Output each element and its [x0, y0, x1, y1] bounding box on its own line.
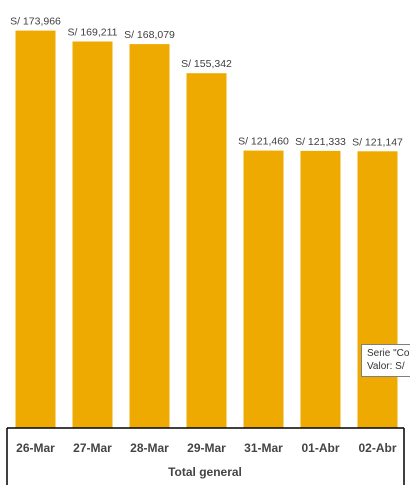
tick-label-29-mar: 29-Mar — [187, 441, 226, 455]
tooltip-series-line: Serie "Co — [367, 347, 410, 360]
data-label-28-mar: S/ 168,079 — [124, 29, 175, 41]
data-label-26-mar: S/ 173,966 — [10, 16, 61, 28]
data-label-01-abr: S/ 121,333 — [295, 136, 346, 148]
data-label-29-mar: S/ 155,342 — [181, 58, 232, 70]
tick-label-01-abr: 01-Abr — [301, 441, 339, 455]
bar-28-mar[interactable] — [130, 44, 170, 428]
bar-01-abr[interactable] — [301, 151, 341, 428]
bar-02-abr[interactable] — [358, 151, 398, 428]
tooltip-value-line: Valor: S/ — [367, 360, 410, 373]
bar-27-mar[interactable] — [73, 42, 113, 429]
data-label-02-abr: S/ 121,147 — [352, 136, 403, 148]
bar-29-mar[interactable] — [187, 73, 227, 428]
tick-label-31-mar: 31-Mar — [244, 441, 283, 455]
x-axis-title: Total general — [168, 465, 242, 479]
data-label-31-mar: S/ 121,460 — [238, 136, 289, 148]
tick-label-02-abr: 02-Abr — [358, 441, 396, 455]
data-label-27-mar: S/ 169,211 — [67, 27, 117, 39]
tick-label-27-mar: 27-Mar — [73, 441, 112, 455]
category-axis: 26-Mar 27-Mar 28-Mar 29-Mar 31-Mar 01-Abr 02-A… — [7, 428, 404, 485]
tick-label-26-mar: 26-Mar — [16, 441, 55, 455]
series-tooltip: Serie "Co Valor: S/ — [361, 344, 410, 377]
tick-label-28-mar: 28-Mar — [130, 441, 169, 455]
tick-labels-group: 26-Mar 27-Mar 28-Mar 29-Mar 31-Mar 01-Abr 02-A… — [16, 441, 397, 455]
bar-26-mar[interactable] — [16, 31, 56, 428]
bars-group — [16, 31, 398, 428]
bar-31-mar[interactable] — [244, 151, 284, 428]
